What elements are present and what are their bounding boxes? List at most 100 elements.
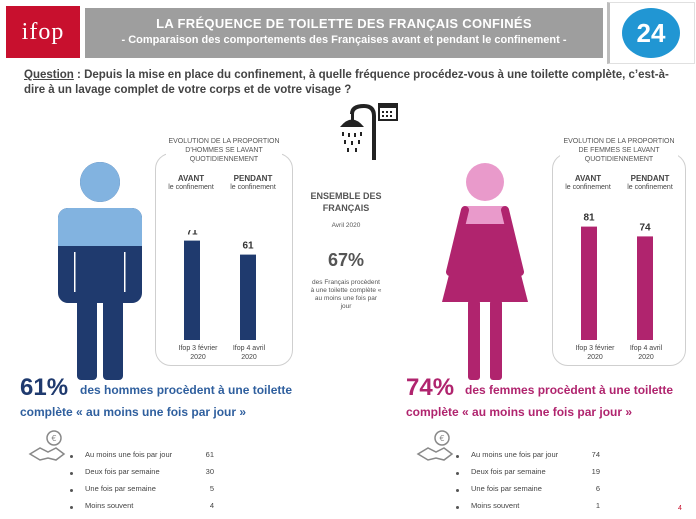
center-date: Avril 2020	[331, 222, 361, 229]
men-col-avant: AVANT le confinement	[160, 174, 222, 192]
bullet-icon	[70, 506, 73, 509]
men-col-avant-title: AVANT	[177, 174, 205, 183]
bullet-icon	[456, 455, 459, 458]
women-list-label: Une fois par semaine	[471, 484, 542, 493]
center-description: des Français procèdent à une toilette co…	[310, 279, 382, 310]
men-summary-line2: complète « au moins une fois par jour »	[20, 405, 247, 419]
women-list-label: Au moins une fois par jour	[471, 450, 559, 459]
women-bar-1-value: 81	[583, 213, 595, 224]
women-col-avant-sub: le confinement	[565, 184, 611, 191]
women-col-avant: AVANT le confinement	[557, 174, 619, 192]
question: Question : Depuis la mise en place du co…	[24, 68, 684, 98]
women-percentage: 74%	[406, 374, 455, 401]
men-bar2-caption-line1: Ifop 4 avril	[232, 345, 266, 352]
women-list-label: Moins souvent	[471, 501, 520, 510]
women-bar1-caption-line2: 2020	[587, 354, 603, 361]
women-bar-chart: 81 74	[581, 213, 653, 340]
women-col-pendant-title: PENDANT	[630, 174, 670, 183]
women-bar1-caption: Ifop 3 février 2020	[571, 344, 619, 362]
men-bar-1-value: 71	[186, 230, 198, 238]
handshake-icon: €	[28, 430, 66, 461]
svg-text:€: €	[439, 434, 444, 443]
center-title-line1: ENSEMBLE DES	[310, 191, 382, 201]
men-list-label: Une fois par semaine	[85, 484, 156, 493]
men-list-label: Deux fois par semaine	[85, 467, 160, 476]
question-text: : Depuis la mise en place du confinement…	[24, 69, 669, 96]
men-bar-1	[184, 240, 200, 340]
women-list-item: Moins souvent 1	[456, 501, 606, 518]
women-summary-line1: des femmes procèdent à une toilette	[465, 383, 674, 397]
page-subtitle: - Comparaison des comportements des Fran…	[121, 34, 567, 46]
women-list-item: Au moins une fois par jour 74	[456, 450, 606, 467]
header: ifop LA FRÉQUENCE DE TOILETTE DES FRANÇA…	[0, 0, 696, 64]
men-bar1-caption-line2: 2020	[190, 354, 206, 361]
women-bar-1	[581, 226, 597, 340]
bullet-icon	[70, 472, 73, 475]
women-frequency-list: Au moins une fois par jour 74 Deux fois pa…	[456, 450, 606, 518]
center-title: ENSEMBLE DES FRANÇAIS	[306, 190, 386, 214]
women-evolution-box	[552, 153, 686, 366]
bullet-icon	[456, 472, 459, 475]
men-col-avant-sub: le confinement	[168, 184, 214, 191]
bullet-icon	[456, 489, 459, 492]
men-bar1-caption-line1: Ifop 3 février	[178, 345, 218, 352]
page-badge: 24	[622, 8, 680, 58]
women-list-label: Deux fois par semaine	[471, 467, 546, 476]
man-figure-icon	[58, 162, 142, 380]
women-list-value: 19	[591, 467, 600, 476]
men-list-item: Une fois par semaine 5	[70, 484, 220, 501]
men-bar2-caption-line2: 2020	[241, 354, 257, 361]
women-list-value: 6	[595, 484, 600, 493]
bullet-icon	[70, 489, 73, 492]
men-col-pendant-sub: le confinement	[230, 184, 276, 191]
men-bar-chart: 71 61	[184, 230, 256, 340]
bullet-icon	[70, 455, 73, 458]
center-title-line2: FRANÇAIS	[322, 203, 370, 213]
women-col-pendant-sub: le confinement	[627, 184, 673, 191]
men-list-value: 61	[205, 450, 214, 459]
women-bar-2-value: 74	[639, 222, 651, 233]
women-list-value: 1	[595, 501, 600, 510]
center-percentage: 67%	[327, 250, 365, 270]
men-col-pendant: PENDANT le confinement	[222, 174, 284, 192]
men-box-title: EVOLUTION DE LA PROPORTION D’HOMMES SE L…	[166, 137, 282, 164]
question-label: Question	[24, 69, 74, 81]
page-title: LA FRÉQUENCE DE TOILETTE DES FRANÇAIS CO…	[156, 16, 532, 31]
women-col-avant-title: AVANT	[574, 174, 602, 183]
women-summary-line2: complète « au moins une fois par jour »	[406, 405, 633, 419]
svg-text:€: €	[51, 434, 56, 443]
men-evolution-box	[155, 153, 293, 366]
women-list-value: 74	[591, 450, 600, 459]
men-col-pendant-title: PENDANT	[233, 174, 273, 183]
men-list-value: 4	[209, 501, 214, 510]
women-bar2-caption: Ifop 4 avril 2020	[622, 344, 670, 362]
men-list-value: 5	[209, 484, 214, 493]
woman-figure-icon	[442, 163, 528, 380]
men-summary-line1: des hommes procèdent à une toilette	[80, 383, 293, 397]
men-list-value: 30	[205, 467, 214, 476]
men-bar-2	[240, 254, 256, 340]
men-frequency-list: Au moins une fois par jour 61 Deux fois pa…	[70, 450, 220, 518]
bullet-icon	[456, 506, 459, 509]
men-bar2-caption: Ifop 4 avril 2020	[225, 344, 273, 362]
men-list-label: Moins souvent	[85, 501, 134, 510]
page-number: 4	[678, 505, 682, 512]
women-bar1-caption-line1: Ifop 3 février	[575, 345, 615, 352]
title-bar: LA FRÉQUENCE DE TOILETTE DES FRANÇAIS CO…	[85, 8, 603, 58]
men-bar1-caption: Ifop 3 février 2020	[174, 344, 222, 362]
ifop-logo: ifop	[6, 6, 80, 58]
women-list-item: Une fois par semaine 6	[456, 484, 606, 501]
women-bar-2	[637, 236, 653, 340]
women-col-pendant: PENDANT le confinement	[619, 174, 681, 192]
men-list-item: Au moins une fois par jour 61	[70, 450, 220, 467]
women-list-item: Deux fois par semaine 19	[456, 467, 606, 484]
men-list-item: Deux fois par semaine 30	[70, 467, 220, 484]
men-bar-2-value: 61	[242, 241, 254, 252]
men-list-item: Moins souvent 4	[70, 501, 220, 518]
women-bar2-caption-line2: 2020	[638, 354, 654, 361]
handshake-icon: €	[416, 430, 454, 461]
shower-icon	[340, 103, 398, 160]
men-list-label: Au moins une fois par jour	[85, 450, 173, 459]
men-percentage: 61%	[20, 374, 69, 401]
women-bar2-caption-line1: Ifop 4 avril	[629, 345, 663, 352]
